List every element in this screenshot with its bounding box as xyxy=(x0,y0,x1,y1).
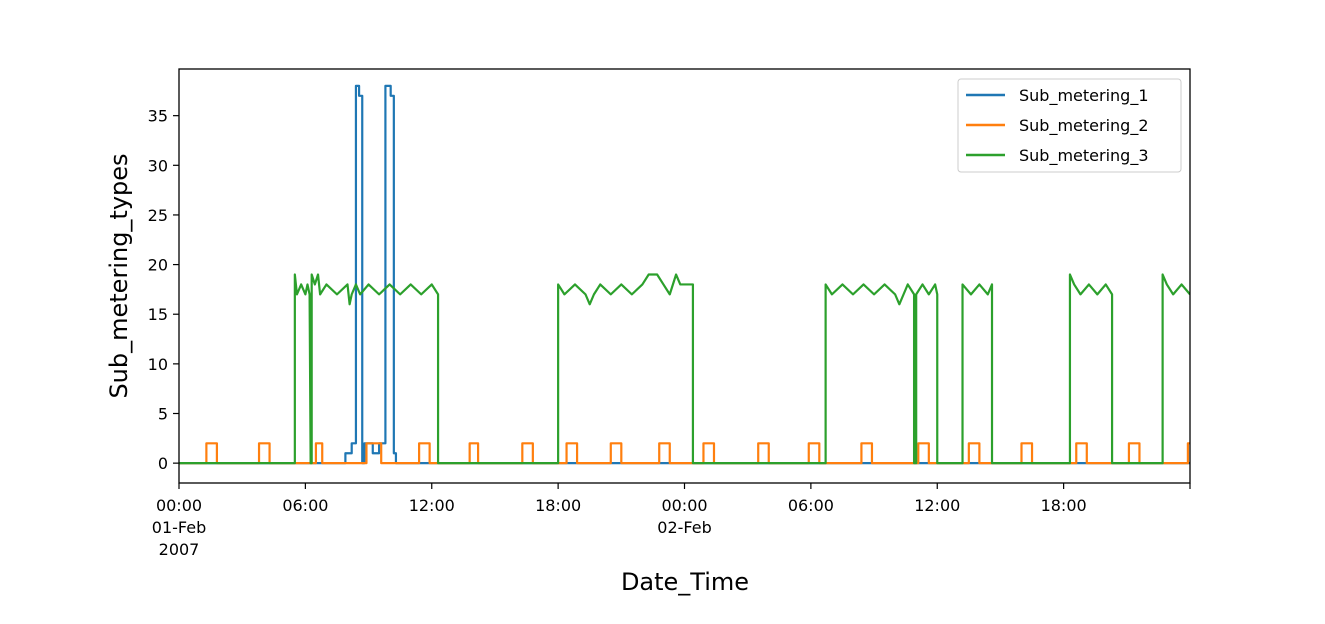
legend-entry-label: Sub_metering_2 xyxy=(1019,116,1149,136)
legend-entry-label: Sub_metering_1 xyxy=(1019,86,1149,106)
y-axis-label: Sub_metering_types xyxy=(105,153,133,398)
x-tick-sublabel: 01-Feb xyxy=(152,518,206,537)
x-tick-label: 12:00 xyxy=(409,496,455,515)
y-tick-label: 35 xyxy=(148,107,168,126)
y-tick-label: 10 xyxy=(148,355,168,374)
legend-box xyxy=(957,78,1182,173)
x-tick-sublabel: 02-Feb xyxy=(657,518,711,537)
y-tick-label: 5 xyxy=(158,405,168,424)
y-tick-label: 0 xyxy=(158,454,168,473)
x-tick-label: 00:00 xyxy=(661,496,707,515)
plot-lines xyxy=(179,84,1190,465)
x-axis-label: Date_Time xyxy=(621,568,749,596)
y-tick-label: 30 xyxy=(148,156,168,175)
y-tick-label: 20 xyxy=(148,256,168,275)
y-tick-label: 25 xyxy=(148,206,168,225)
y-axis-ticks: 0 5 10 15 20 25 30 35 xyxy=(148,107,179,473)
series-line-3 xyxy=(179,273,1190,465)
legend: Sub_metering_1 Sub_metering_2 Sub_metering… xyxy=(957,78,1182,173)
x-tick-label: 12:00 xyxy=(914,496,960,515)
x-tick-label: 18:00 xyxy=(535,496,581,515)
x-tick-label: 18:00 xyxy=(1041,496,1087,515)
y-tick-label: 15 xyxy=(148,305,168,324)
legend-entry-label: Sub_metering_3 xyxy=(1019,146,1149,166)
x-tick-sublabel: 2007 xyxy=(159,540,200,559)
series-line-2 xyxy=(179,442,1190,465)
x-axis-ticks: 00:00 01-Feb 2007 06:00 12:00 18:00 00:00 02-Fe… xyxy=(152,483,1191,559)
x-tick-label: 06:00 xyxy=(282,496,328,515)
x-tick-label: 06:00 xyxy=(788,496,834,515)
x-tick-label: 00:00 xyxy=(156,496,202,515)
